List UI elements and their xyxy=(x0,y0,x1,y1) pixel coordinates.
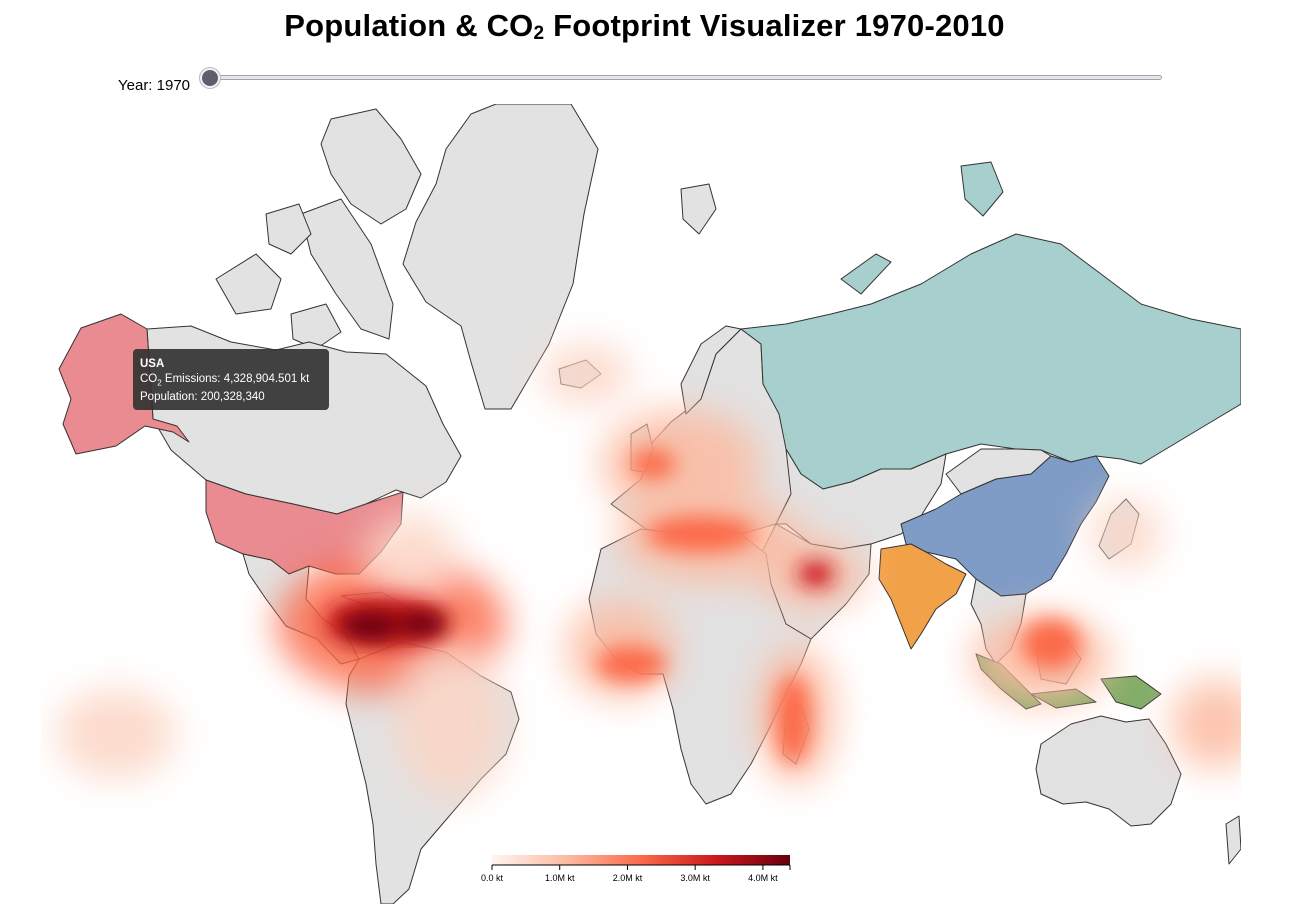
land-new-zealand[interactable] xyxy=(1225,815,1241,865)
heat-japan xyxy=(1091,499,1161,569)
heat-brazil xyxy=(396,649,506,799)
land-islands-4[interactable] xyxy=(290,303,342,350)
year-slider-track[interactable] xyxy=(210,75,1162,80)
land-greenland[interactable] xyxy=(402,104,599,410)
legend-tick-label: 3.0M kt xyxy=(680,873,710,883)
land-australia[interactable] xyxy=(1035,715,1182,827)
year-slider-thumb[interactable] xyxy=(200,68,220,88)
heat-caribbean-peak-east xyxy=(396,612,446,636)
heat-europe-outer xyxy=(601,409,761,519)
heat-gulf-core xyxy=(798,561,834,587)
heat-mediterranean-core xyxy=(646,516,756,552)
country-tooltip: USA CO2 Emissions: 4,328,904.501 kt Popu… xyxy=(133,349,329,410)
land-canada-islands[interactable] xyxy=(320,108,422,225)
land-papua[interactable] xyxy=(1100,675,1162,710)
tooltip-co2: CO2 Emissions: 4,328,904.501 kt xyxy=(140,373,310,388)
heat-west-africa-core xyxy=(596,646,666,682)
heat-se-asia-core xyxy=(1021,619,1081,669)
tooltip-population: Population: 200,328,340 xyxy=(140,391,265,404)
legend-tick-label: 0.0 kt xyxy=(481,873,504,883)
emission-heatmap xyxy=(56,344,1241,799)
year-label: Year: 1970 xyxy=(118,77,191,94)
heat-caribbean-peak-west xyxy=(341,612,401,640)
land-baffin[interactable] xyxy=(300,198,394,340)
legend-tick-label: 4.0M kt xyxy=(748,873,778,883)
heat-caribbean-east-outer xyxy=(366,514,456,594)
legend-tick-label: 1.0M kt xyxy=(545,873,575,883)
tooltip-country: USA xyxy=(140,358,165,370)
heat-east-africa-core xyxy=(775,674,811,764)
page-title: Population & CO2 Footprint Visualizer 19… xyxy=(284,8,1005,44)
legend-tick-label: 2.0M kt xyxy=(613,873,643,883)
legend-gradient-bar xyxy=(492,855,790,865)
world-map xyxy=(56,104,1241,904)
land-islands-2[interactable] xyxy=(215,253,282,315)
year-value: 1970 xyxy=(156,77,191,94)
land-mongolia[interactable] xyxy=(945,448,1052,495)
heat-pacific-outer xyxy=(1171,679,1241,769)
land-islands-3[interactable] xyxy=(265,203,312,255)
land-severnaya[interactable] xyxy=(960,161,1004,217)
land-alaska[interactable] xyxy=(58,313,190,455)
land-novaya-zemlya[interactable] xyxy=(840,253,892,295)
land-svalbard[interactable] xyxy=(680,183,717,235)
heat-atlantic-north xyxy=(541,344,631,404)
color-legend: 0.0 kt 1.0M kt 2.0M kt 3.0M kt 4.0M kt xyxy=(481,855,791,883)
land-india[interactable] xyxy=(878,543,967,650)
heat-pacific-west xyxy=(56,689,176,779)
heat-europe-core xyxy=(631,449,675,479)
